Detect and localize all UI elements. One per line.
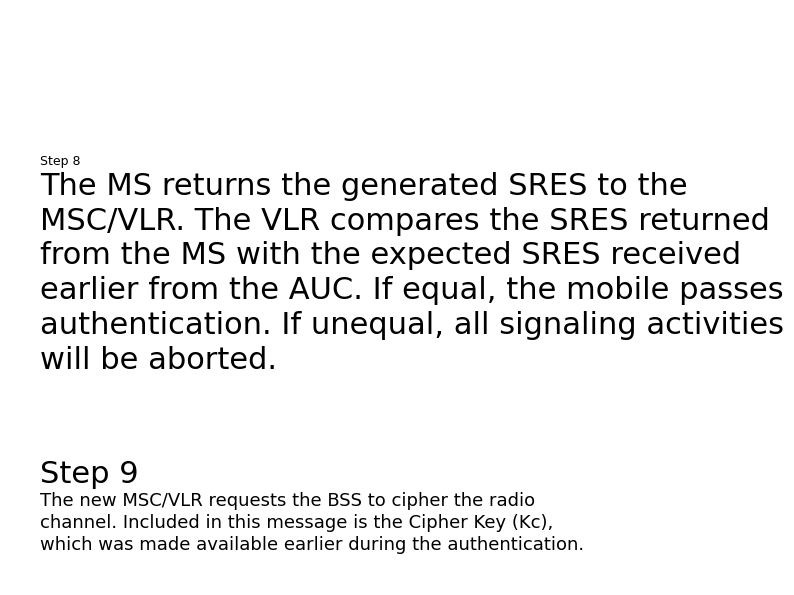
- Text: The new MSC/VLR requests the BSS to cipher the radio
channel. Included in this m: The new MSC/VLR requests the BSS to ciph…: [40, 492, 584, 555]
- Text: The MS returns the generated SRES to the
MSC/VLR. The VLR compares the SRES retu: The MS returns the generated SRES to the…: [40, 172, 784, 375]
- Text: Step 9: Step 9: [40, 460, 139, 489]
- Text: Step 8: Step 8: [40, 155, 80, 168]
